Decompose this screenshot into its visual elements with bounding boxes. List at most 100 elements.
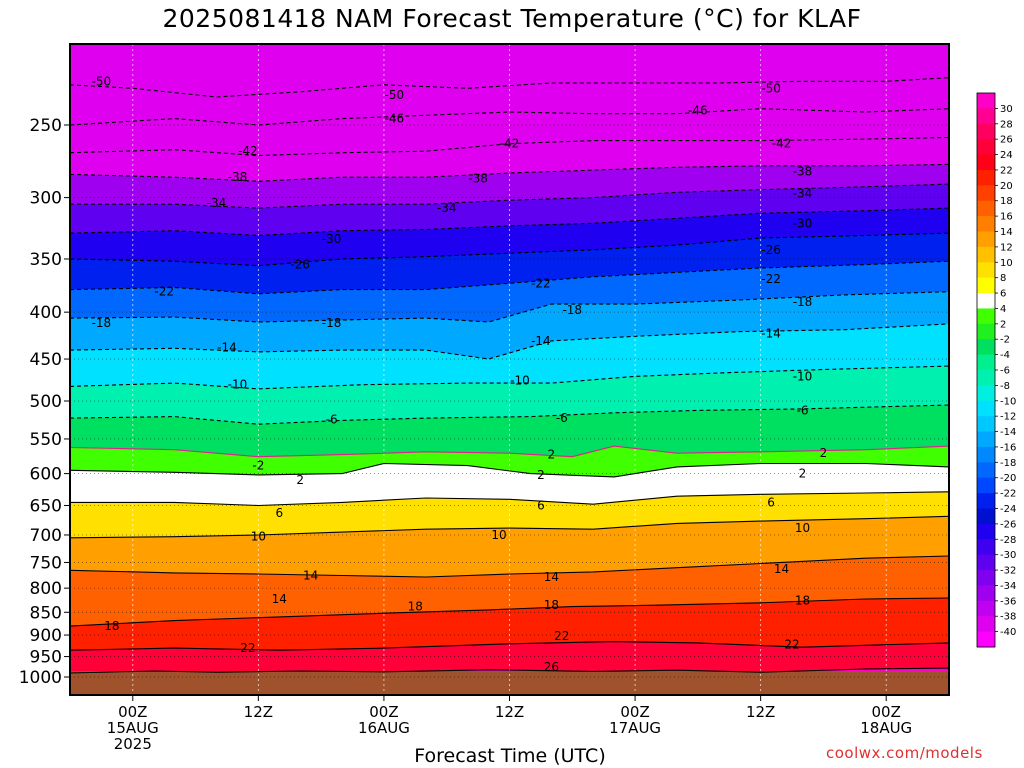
colorbar-swatch xyxy=(977,277,995,294)
contour--2 xyxy=(70,445,949,458)
contour-label: -46 xyxy=(688,103,708,117)
colorbar-label: 24 xyxy=(1000,150,1013,161)
colorbar-label: -34 xyxy=(1000,581,1016,592)
x-tick-label: 12Z xyxy=(495,703,524,721)
colorbar-label: -32 xyxy=(1000,566,1016,577)
colorbar-swatch xyxy=(977,400,995,417)
y-tick-label: 450 xyxy=(30,350,62,370)
colorbar-swatch xyxy=(977,231,995,248)
contour-label: 18 xyxy=(408,600,423,614)
colorbar-swatch xyxy=(977,200,995,217)
contour-label: -50 xyxy=(92,74,112,88)
contour-label: -18 xyxy=(322,316,342,330)
colorbar-swatch xyxy=(977,139,995,156)
colorbar-label: -8 xyxy=(1000,381,1010,392)
x-tick-label: 00Z xyxy=(369,703,398,721)
colorbar-swatch xyxy=(977,477,995,494)
contour-label: 2 xyxy=(296,473,304,487)
colorbar-label: -14 xyxy=(1000,427,1016,438)
colorbar-label: 26 xyxy=(1000,135,1013,146)
colorbar-label: 18 xyxy=(1000,196,1013,207)
colorbar-swatch xyxy=(977,246,995,263)
colorbar-swatch xyxy=(977,600,995,617)
contour-18 xyxy=(70,597,949,627)
colorbar-label: -16 xyxy=(1000,442,1016,453)
contour-label: 22 xyxy=(784,638,799,652)
contour-label: -10 xyxy=(510,374,530,388)
contour-label: -50 xyxy=(385,88,405,102)
contour-label: -18 xyxy=(562,303,582,317)
y-tick-label: 550 xyxy=(30,430,62,450)
contour-label: 2 xyxy=(537,468,545,482)
contour-label: -22 xyxy=(531,276,551,290)
colorbar-swatch xyxy=(977,446,995,463)
contour-label: -10 xyxy=(793,369,813,383)
colorbar-swatch xyxy=(977,523,995,540)
colorbar-label: -6 xyxy=(1000,366,1010,377)
x-tick-label: 15AUG xyxy=(107,719,159,737)
colorbar-label: -22 xyxy=(1000,489,1016,500)
colorbar-label: -36 xyxy=(1000,596,1016,607)
x-tick-label: 00Z xyxy=(872,703,901,721)
colorbar-swatch xyxy=(977,93,995,109)
x-tick-label: 2025 xyxy=(114,735,152,753)
colorbar-swatch xyxy=(977,431,995,448)
contour-label: -6 xyxy=(556,411,568,425)
colorbar-swatch xyxy=(977,539,995,556)
colorbar-label: -38 xyxy=(1000,612,1016,623)
colorbar-swatch xyxy=(977,123,995,140)
contour-label: -14 xyxy=(761,326,781,340)
contour-label: -34 xyxy=(793,187,813,201)
contour-label: 14 xyxy=(303,569,318,583)
colorbar-swatch xyxy=(977,570,995,586)
contour-label: 6 xyxy=(275,506,283,520)
contour-label: 14 xyxy=(272,592,287,606)
colorbar-swatch xyxy=(977,216,995,232)
contour-labels: -50-50 -50-46-46-42-42 -42-38 -38-38-34 -34-… xyxy=(92,74,828,674)
contour-label: -30 xyxy=(793,216,813,230)
x-tick-label: 18AUG xyxy=(860,719,912,737)
colorbar-label: 12 xyxy=(1000,242,1013,253)
contour-label: -42 xyxy=(238,144,258,158)
contour-label: -34 xyxy=(437,201,457,215)
contour--14 xyxy=(70,323,949,360)
colorbar-swatch xyxy=(977,185,995,202)
contour--50 xyxy=(70,77,949,98)
colorbar-swatch xyxy=(977,508,995,525)
contour-label: -30 xyxy=(322,232,342,246)
contour-label: -26 xyxy=(761,243,781,257)
contour-label: -10 xyxy=(228,378,248,392)
x-tick-label: 17AUG xyxy=(609,719,661,737)
contour-6 xyxy=(70,491,949,507)
contour-label: 22 xyxy=(240,641,255,655)
contour-label: 10 xyxy=(251,530,266,544)
contour-label: -26 xyxy=(290,258,310,272)
colorbar-swatch xyxy=(977,154,995,171)
contour-label: -38 xyxy=(793,165,813,179)
colorbar-swatch xyxy=(977,416,995,433)
x-tick-label: 16AUG xyxy=(358,719,410,737)
contour-label: -2 xyxy=(252,459,264,473)
colorbar-swatch xyxy=(977,616,995,633)
contour-label: 2 xyxy=(820,446,828,460)
y-tick-label: 300 xyxy=(30,189,62,209)
contour-label: -38 xyxy=(468,172,488,186)
contour--6 xyxy=(70,404,949,425)
colorbar: 30 28 26 24 22 20 18 16 14 12 10 8 6 4 2 -2 -4 -6 -8 -10 -12… xyxy=(976,92,1016,648)
colorbar-label: -10 xyxy=(1000,396,1016,407)
y-tick-label: 1000 xyxy=(19,668,62,688)
x-tick-label: 12Z xyxy=(746,703,775,721)
y-tick-label: 250 xyxy=(30,116,62,136)
contour--10 xyxy=(70,365,949,390)
colorbar-swatch xyxy=(977,385,995,402)
contour-label: 6 xyxy=(537,498,545,512)
colorbar-label: 6 xyxy=(1000,289,1006,300)
contour-label: -22 xyxy=(761,272,781,286)
colorbar-swatch xyxy=(977,493,995,509)
contour-label: -6 xyxy=(797,403,809,417)
chart-title: 2025081418 NAM Forecast Temperature (°C)… xyxy=(162,4,862,33)
colorbar-swatch xyxy=(977,262,995,279)
